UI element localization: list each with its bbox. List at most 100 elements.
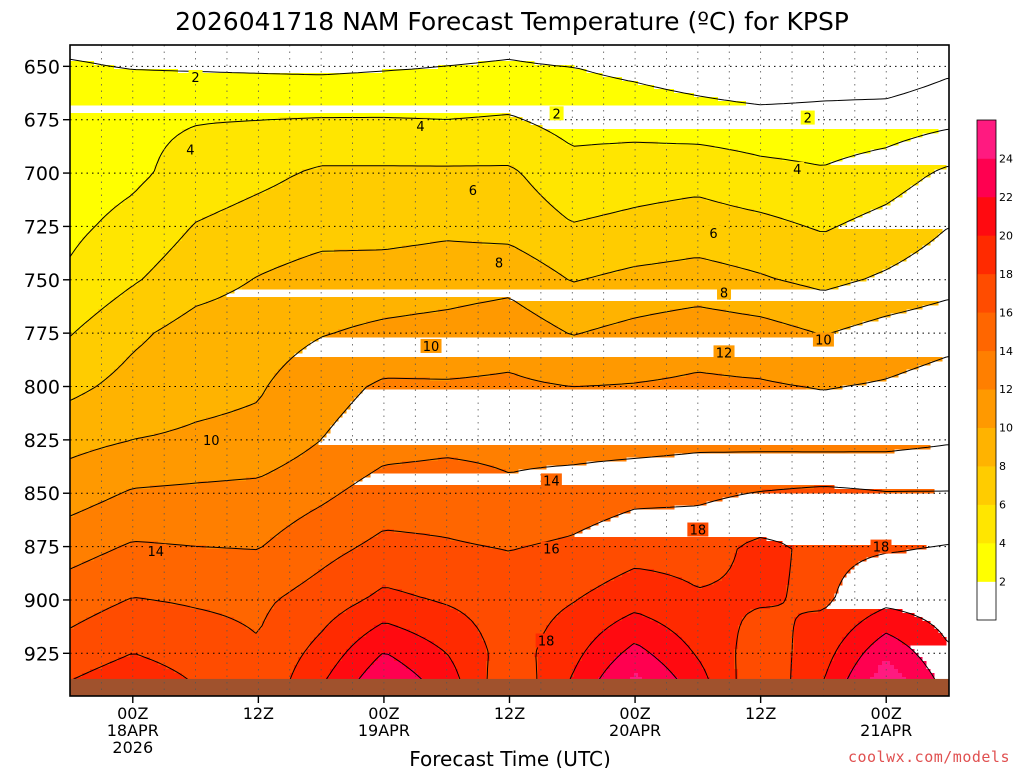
- y-tick-label: 925: [24, 643, 60, 665]
- field-cell: [110, 549, 351, 554]
- contour-label-bg: [540, 473, 562, 488]
- y-tick-label: 750: [24, 270, 60, 292]
- colorbar-frame: [976, 119, 997, 621]
- field-cell: [110, 605, 191, 610]
- field-cell: [538, 641, 591, 646]
- field-cell: [674, 673, 707, 678]
- colorbar-swatch: [977, 235, 996, 275]
- field-cell: [70, 201, 123, 206]
- contour-line: [70, 537, 949, 696]
- field-cell: [342, 489, 763, 494]
- field-cell: [662, 661, 703, 666]
- field-cell: [486, 645, 539, 650]
- field-cell: [370, 593, 415, 598]
- field-cell: [674, 89, 915, 94]
- field-cell: [442, 601, 575, 606]
- field-cell: [278, 117, 431, 122]
- field-cell: [162, 149, 739, 154]
- field-cell: [310, 253, 531, 258]
- field-cell: [90, 505, 319, 510]
- field-cell: [254, 193, 543, 198]
- field-cell: [110, 301, 207, 306]
- field-cell: [342, 553, 735, 558]
- field-cell: [70, 413, 223, 418]
- contour-label-bg: [717, 285, 732, 300]
- colorbar-swatch: [977, 581, 996, 621]
- field-cell: [738, 669, 791, 674]
- field-cell: [866, 649, 915, 654]
- field-cell: [258, 629, 323, 634]
- field-cell: [658, 141, 899, 146]
- field-cell: [794, 221, 847, 226]
- x-tick-label: 20APR: [609, 721, 661, 740]
- field-cell: [182, 673, 291, 678]
- field-cell: [70, 177, 147, 182]
- field-cell: [586, 277, 779, 282]
- field-cell: [70, 69, 179, 74]
- field-cell: [598, 633, 679, 638]
- field-cell: [70, 265, 155, 270]
- field-cell: [806, 225, 839, 230]
- field-cell: [266, 389, 363, 394]
- field-cell: [70, 525, 287, 530]
- field-cell: [602, 629, 671, 634]
- field-cell: [878, 669, 899, 674]
- field-cell: [586, 649, 627, 654]
- field-cell: [70, 473, 267, 478]
- contour-label: 18: [690, 524, 707, 539]
- field-cell: [70, 249, 75, 254]
- field-cell: [294, 665, 335, 670]
- field-cell: [342, 653, 383, 658]
- field-cell: [274, 469, 375, 474]
- field-cell: [70, 197, 127, 202]
- field-cell: [374, 661, 403, 666]
- field-cell: [458, 673, 487, 678]
- field-cell: [298, 661, 339, 666]
- contour-label: 4: [416, 120, 424, 135]
- field-cell: [662, 377, 763, 382]
- field-cell: [70, 325, 83, 330]
- field-cell: [670, 309, 727, 314]
- field-cell: [158, 161, 807, 166]
- field-cell: [702, 661, 735, 666]
- field-cell: [70, 469, 275, 474]
- field-cell: [734, 657, 791, 662]
- x-tick-label: 00Z: [117, 704, 148, 723]
- field-cell: [370, 665, 407, 670]
- field-cell: [450, 537, 559, 542]
- field-cell: [330, 497, 723, 502]
- x-tick-label: 00Z: [368, 704, 399, 723]
- field-cell: [382, 69, 587, 74]
- contour-label-bg: [706, 225, 721, 240]
- field-cell: [314, 637, 359, 642]
- field-cell: [286, 525, 591, 530]
- field-cell: [382, 317, 543, 322]
- field-cell: [562, 609, 751, 614]
- field-cell: [542, 261, 659, 266]
- field-cell: [138, 185, 275, 190]
- colorbar-tick-label: 14: [999, 345, 1013, 358]
- field-cell: [610, 665, 667, 670]
- field-cell: [642, 613, 747, 618]
- field-cell: [858, 621, 931, 626]
- field-cell: [70, 601, 119, 606]
- field-cell: [70, 609, 103, 614]
- field-cell: [482, 241, 931, 246]
- field-cell: [154, 265, 279, 270]
- field-cell: [70, 133, 179, 138]
- contour-label: 6: [469, 184, 477, 199]
- field-cell: [814, 485, 835, 490]
- field-cell: [738, 673, 791, 678]
- field-cell: [790, 657, 835, 662]
- field-cell: [530, 253, 911, 258]
- field-cell: [318, 505, 675, 510]
- colorbar-swatch: [977, 427, 996, 467]
- field-cell: [490, 653, 535, 658]
- field-cell: [794, 629, 851, 634]
- field-cell: [590, 589, 787, 594]
- field-cell: [562, 213, 603, 218]
- field-cell: [430, 533, 575, 538]
- field-cell: [486, 665, 539, 670]
- field-cell: [110, 373, 275, 378]
- field-cell: [202, 217, 567, 222]
